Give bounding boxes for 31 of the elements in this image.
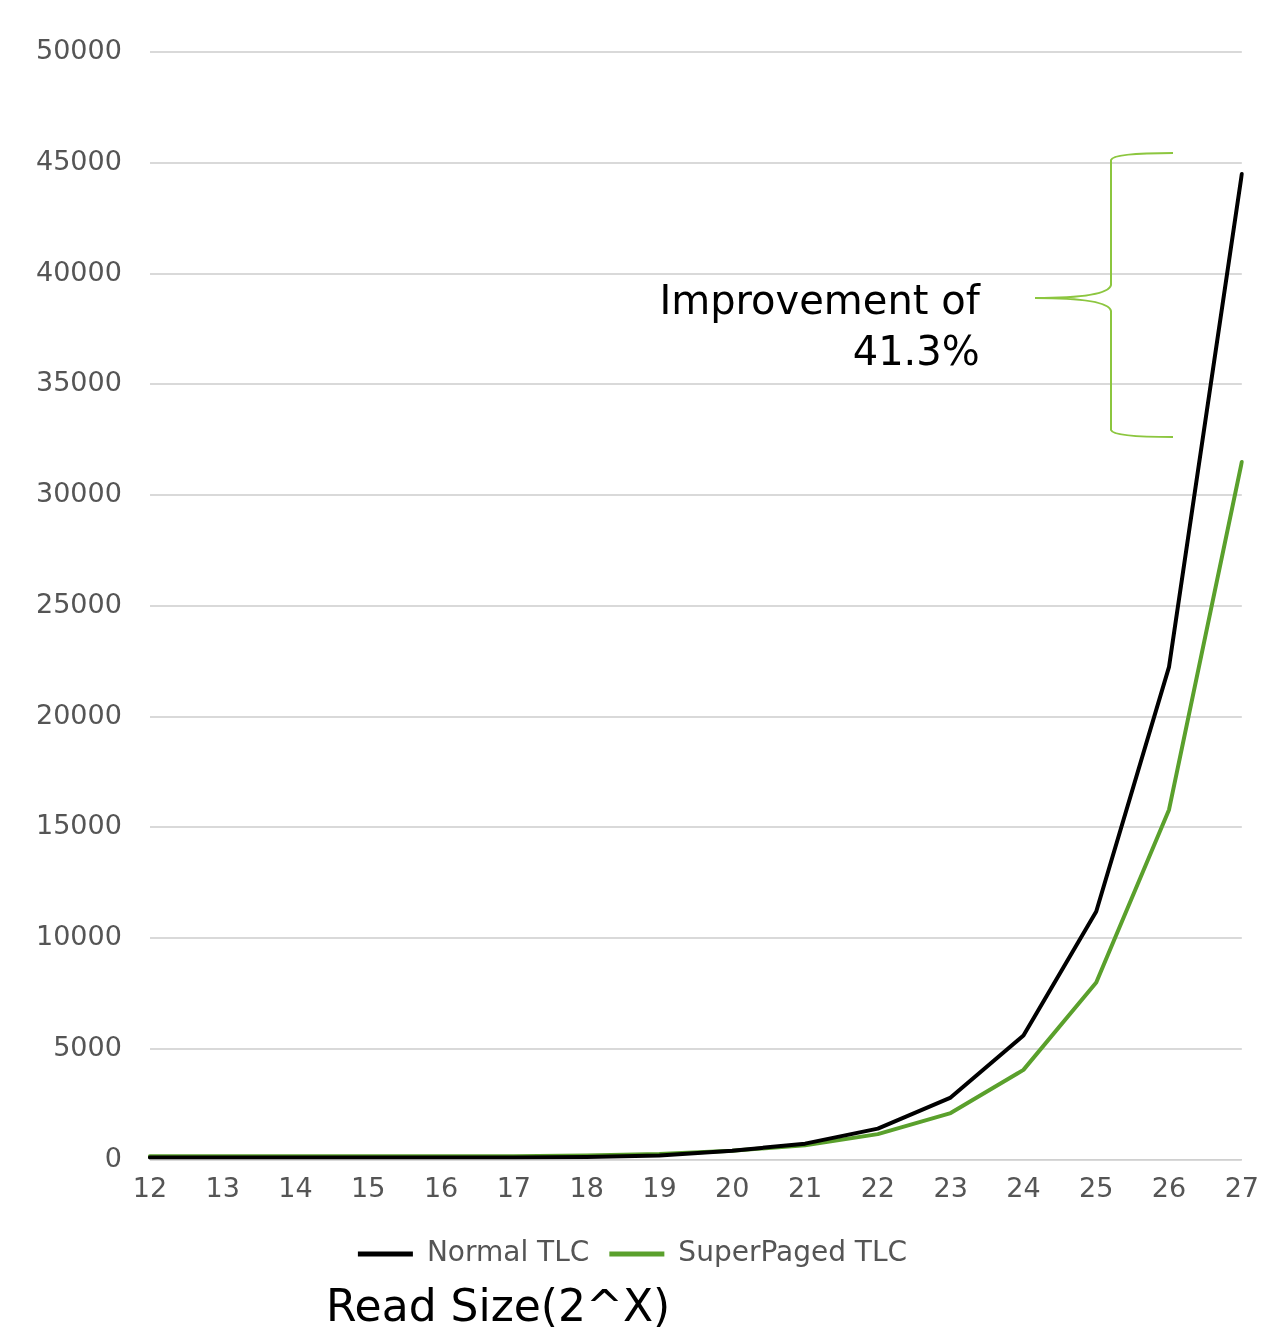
x-tick-label: 12 bbox=[132, 1171, 168, 1203]
y-tick-label: 20000 bbox=[35, 698, 122, 730]
x-axis-title: Read Size(2^X) bbox=[326, 1280, 672, 1331]
x-tick-label: 18 bbox=[569, 1171, 604, 1203]
x-tick-label: 14 bbox=[278, 1171, 313, 1203]
x-tick-label: 16 bbox=[423, 1171, 459, 1203]
y-tick-label: 35000 bbox=[35, 366, 122, 398]
x-tick-label: 13 bbox=[205, 1171, 240, 1203]
x-tick-label: 22 bbox=[860, 1171, 896, 1203]
x-tick-label: 15 bbox=[351, 1171, 386, 1203]
y-tick-label: 0 bbox=[104, 1141, 122, 1173]
x-tick-label: 26 bbox=[1151, 1171, 1187, 1203]
y-tick-label: 5000 bbox=[53, 1030, 122, 1062]
annotation: Improvement of 41.3% bbox=[659, 277, 981, 375]
y-tick-label: 45000 bbox=[35, 144, 122, 176]
y-tick-label: 40000 bbox=[35, 255, 122, 287]
x-tick-label: 24 bbox=[1006, 1171, 1041, 1203]
legend-label: Normal TLC bbox=[426, 1235, 590, 1269]
x-tick-label: 19 bbox=[642, 1171, 677, 1203]
y-tick-label: 15000 bbox=[35, 809, 122, 841]
y-tick-label: 30000 bbox=[35, 477, 122, 509]
y-tick-label: 50000 bbox=[35, 34, 122, 66]
legend-label: SuperPaged TLC bbox=[678, 1235, 908, 1269]
x-tick-label: 23 bbox=[933, 1171, 968, 1203]
x-tick-label: 20 bbox=[715, 1171, 750, 1203]
y-tick-label: 10000 bbox=[35, 920, 122, 952]
x-tick-label: 27 bbox=[1224, 1171, 1259, 1203]
x-tick-label: 21 bbox=[787, 1171, 823, 1203]
x-tick-label: 25 bbox=[1079, 1171, 1114, 1203]
y-tick-label: 25000 bbox=[35, 587, 122, 619]
x-tick-label: 17 bbox=[496, 1171, 532, 1203]
